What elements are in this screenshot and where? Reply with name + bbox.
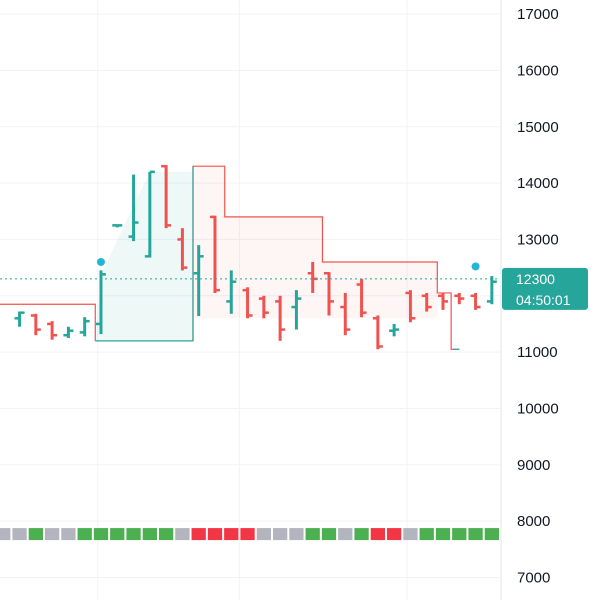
signal-markers bbox=[96, 257, 480, 271]
ohlc-bars bbox=[14, 164, 497, 350]
ohlc-bar bbox=[226, 270, 237, 314]
price-axis-tick-label: 7000 bbox=[517, 569, 550, 586]
ohlc-bar bbox=[30, 313, 41, 336]
signal-strip-cell bbox=[12, 528, 27, 541]
signal-strip-cell bbox=[93, 528, 109, 541]
price-axis-tick-label: 15000 bbox=[517, 119, 559, 136]
vertical-grid bbox=[97, 0, 408, 600]
signal-strip-cell bbox=[77, 528, 92, 541]
band-lower-line bbox=[95, 166, 194, 342]
signal-dot bbox=[471, 262, 480, 271]
signal-strip-cell bbox=[142, 528, 157, 541]
signal-strip-cell bbox=[338, 528, 353, 541]
signal-strip-cell bbox=[305, 528, 320, 541]
ohlc-bar bbox=[340, 292, 351, 336]
signal-strip-cell bbox=[370, 528, 385, 541]
ohlc-bar bbox=[421, 292, 432, 312]
ohlc-bar bbox=[291, 290, 302, 330]
ohlc-bar bbox=[372, 315, 383, 350]
band-upper-line bbox=[0, 303, 96, 341]
price-axis-tick-label: 13000 bbox=[517, 231, 559, 248]
signal-strip-cell bbox=[158, 528, 174, 541]
signal-strip bbox=[0, 528, 499, 541]
signal-strip-cell bbox=[175, 528, 190, 541]
price-axis-tick-label: 16000 bbox=[517, 62, 559, 79]
signal-strip-cell bbox=[468, 528, 483, 541]
ohlc-bar bbox=[258, 295, 269, 319]
signal-strip-cell bbox=[207, 528, 223, 541]
current-price-tag-background bbox=[502, 267, 588, 310]
signal-strip-cell bbox=[0, 528, 11, 541]
ohlc-bar bbox=[242, 287, 253, 319]
price-axis[interactable]: 7000800090001000011000120001300014000150… bbox=[517, 6, 559, 586]
ohlc-bar bbox=[454, 292, 465, 305]
ohlc-bar bbox=[356, 278, 367, 318]
ohlc-bar bbox=[63, 326, 74, 339]
signal-strip-cell bbox=[419, 528, 434, 541]
signal-strip-cell bbox=[386, 528, 402, 541]
current-price-label: 12300 bbox=[516, 271, 555, 287]
ohlc-bar bbox=[437, 292, 448, 310]
ohlc-bar bbox=[470, 292, 481, 310]
signal-strip-cell bbox=[435, 528, 451, 541]
ohlc-bar bbox=[405, 290, 416, 323]
signal-strip-cell bbox=[484, 528, 499, 541]
signal-strip-cell bbox=[126, 528, 141, 541]
price-axis-tick-label: 9000 bbox=[517, 457, 550, 474]
signal-strip-cell bbox=[452, 528, 467, 541]
band-upper-line bbox=[192, 165, 460, 350]
signal-strip-cell bbox=[28, 528, 43, 541]
ohlc-bar bbox=[95, 270, 106, 335]
price-axis-tick-label: 10000 bbox=[517, 400, 559, 417]
ohlc-bar bbox=[275, 295, 286, 341]
ohlc-bar bbox=[79, 317, 90, 337]
price-axis-tick-label: 8000 bbox=[517, 513, 550, 530]
signal-strip-cell bbox=[240, 528, 255, 541]
step-band bbox=[0, 165, 460, 350]
signal-strip-cell bbox=[354, 528, 369, 541]
band-fill-lower bbox=[95, 171, 193, 341]
signal-strip-cell bbox=[403, 528, 418, 541]
price-axis-tick-label: 14000 bbox=[517, 175, 559, 192]
signal-strip-cell bbox=[110, 528, 125, 541]
ohlc-bar bbox=[14, 311, 25, 327]
bar-countdown-label: 04:50:01 bbox=[516, 292, 571, 308]
ohlc-bar bbox=[112, 224, 123, 228]
price-axis-tick-label: 11000 bbox=[517, 344, 558, 361]
signal-dot bbox=[96, 257, 105, 266]
signal-strip-cell bbox=[289, 528, 304, 541]
horizontal-grid bbox=[0, 13, 500, 578]
ohlc-bar bbox=[128, 174, 139, 242]
ohlc-bar bbox=[144, 170, 155, 258]
ohlc-bar bbox=[161, 164, 172, 229]
signal-strip-cell bbox=[224, 528, 239, 541]
ohlc-bar bbox=[209, 215, 220, 293]
ohlc-bar bbox=[177, 228, 188, 271]
signal-strip-cell bbox=[321, 528, 337, 541]
signal-strip-cell bbox=[61, 528, 76, 541]
band-fill-upper bbox=[192, 166, 438, 319]
ohlc-bar bbox=[193, 245, 204, 317]
price-axis-tick-label: 17000 bbox=[517, 6, 559, 23]
signal-strip-cell bbox=[256, 528, 271, 541]
ohlc-bar bbox=[486, 276, 497, 305]
signal-strip-cell bbox=[191, 528, 206, 541]
ohlc-bar bbox=[389, 323, 400, 337]
ohlc-bar bbox=[323, 271, 334, 316]
ohlc-bar bbox=[47, 321, 58, 340]
signal-strip-cell bbox=[44, 528, 60, 541]
signal-strip-cell bbox=[272, 528, 288, 541]
current-price-tag: 12300 04:50:01 bbox=[502, 267, 588, 310]
